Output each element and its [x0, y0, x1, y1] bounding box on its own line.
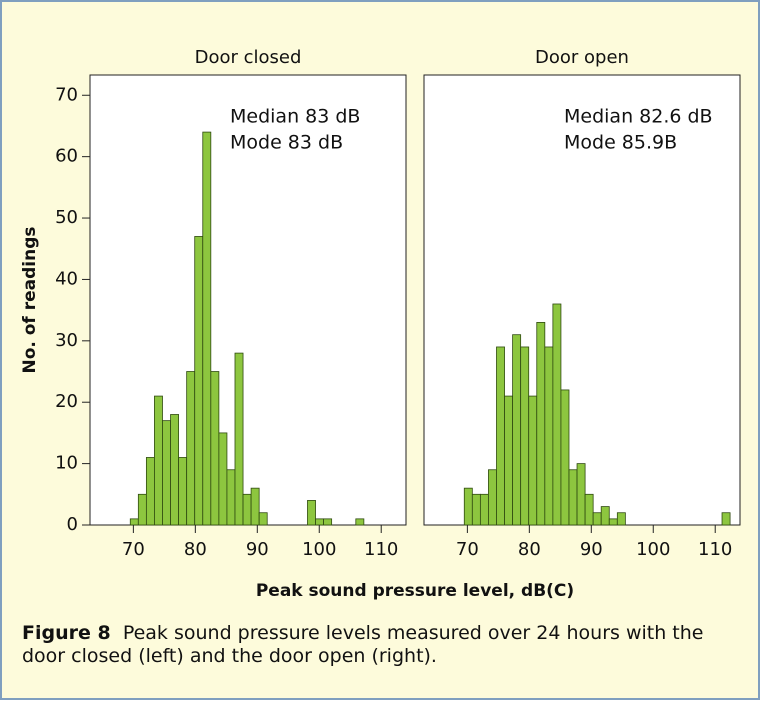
- bar: [560, 389, 570, 526]
- bar: [463, 487, 473, 526]
- bar: [584, 493, 594, 526]
- bar: [307, 500, 316, 526]
- annotation: Mode 83 dB: [230, 132, 343, 154]
- x-tick-label: 70: [456, 539, 479, 560]
- x-tick-label: 80: [184, 539, 207, 560]
- y-tick-label: 40: [55, 268, 78, 289]
- bar: [154, 395, 163, 526]
- x-tick-label: 90: [246, 539, 269, 560]
- bar: [536, 322, 546, 526]
- panel-title: Door open: [535, 47, 629, 68]
- bar: [129, 518, 139, 526]
- bar: [568, 469, 578, 526]
- annotation: Mode 85.9B: [564, 132, 677, 154]
- plot-area: [89, 74, 407, 526]
- x-tick-label: 100: [302, 539, 336, 560]
- y-tick-label: 70: [55, 84, 78, 105]
- y-tick-label: 60: [55, 146, 78, 167]
- bar: [194, 236, 204, 526]
- panel-title: Door closed: [195, 47, 302, 68]
- bar: [600, 506, 610, 526]
- bar: [355, 518, 365, 526]
- y-tick-label: 50: [55, 207, 78, 228]
- bar: [170, 414, 180, 526]
- bar: [218, 432, 228, 526]
- bar: [576, 463, 586, 526]
- bar: [496, 346, 505, 526]
- bar: [592, 512, 602, 526]
- bar: [512, 334, 522, 526]
- bar: [616, 512, 626, 526]
- bar: [520, 346, 530, 526]
- bar: [242, 493, 252, 526]
- bar: [479, 493, 489, 526]
- bar: [250, 487, 260, 526]
- y-tick-label: 30: [55, 330, 78, 351]
- x-axis-label: Peak sound pressure level, dB(C): [256, 581, 574, 601]
- bar: [528, 395, 538, 526]
- bar: [721, 512, 731, 526]
- bar: [186, 371, 196, 526]
- bar: [145, 457, 155, 526]
- x-tick-label: 70: [122, 539, 145, 560]
- bar: [552, 303, 562, 526]
- bar: [544, 346, 554, 526]
- bar: [258, 512, 268, 526]
- bar: [210, 371, 220, 526]
- bar: [323, 518, 333, 526]
- bar: [471, 493, 481, 526]
- annotation: Median 83 dB: [230, 106, 360, 128]
- bar: [234, 352, 244, 526]
- x-tick-label: 100: [636, 539, 670, 560]
- y-tick-label: 10: [55, 453, 78, 474]
- bar: [504, 395, 514, 526]
- bar: [202, 131, 212, 526]
- x-tick-label: 80: [518, 539, 541, 560]
- annotation: Median 82.6 dB: [564, 106, 713, 128]
- y-tick-label: 20: [55, 391, 78, 412]
- x-tick-label: 110: [364, 539, 398, 560]
- caption-text: Peak sound pressure levels measured over…: [22, 622, 704, 667]
- x-tick-label: 110: [698, 539, 732, 560]
- bar: [488, 469, 497, 526]
- bar: [608, 518, 618, 526]
- bar: [137, 493, 147, 526]
- bar: [226, 469, 236, 526]
- bar: [178, 457, 188, 526]
- x-tick-label: 90: [580, 539, 603, 560]
- bar: [162, 420, 171, 526]
- bar: [315, 518, 324, 526]
- caption-label: Figure 8: [22, 622, 111, 644]
- y-tick-label: 0: [67, 514, 78, 535]
- caption: Figure 8 Peak sound pressure levels meas…: [22, 622, 752, 668]
- plot-area: [423, 74, 741, 526]
- y-axis-label: No. of readings: [20, 226, 40, 373]
